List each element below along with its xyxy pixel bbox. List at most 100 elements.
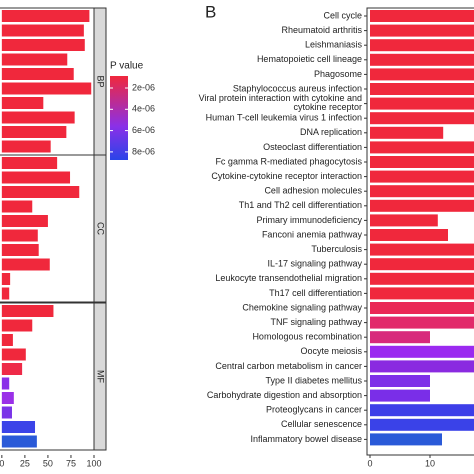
bar: [370, 433, 442, 446]
y-tick-label: Rheumatoid arthritis: [281, 25, 362, 35]
bar: [1, 157, 58, 169]
bar: [370, 10, 474, 22]
y-tick-label: Central carbon metabolism in cancer: [215, 361, 362, 371]
bar: [1, 348, 26, 361]
bar: [370, 97, 474, 110]
y-tick-label: Staphylococcus aureus infection: [233, 83, 362, 93]
bar: [1, 435, 37, 448]
y-tick-label: IL-17 signaling pathway: [267, 259, 362, 269]
bar: [370, 53, 474, 66]
bar: [370, 258, 474, 271]
x-tick-label: 0: [0, 458, 4, 468]
bar: [1, 377, 10, 390]
bar: [1, 171, 71, 184]
bar: [1, 229, 38, 242]
bar: [1, 200, 33, 213]
bar: [370, 418, 474, 431]
bar: [1, 319, 33, 332]
bar: [1, 97, 44, 109]
bar: [370, 112, 474, 125]
y-tick-label: Th17 cell differentiation: [269, 288, 362, 298]
y-tick-label: Hematopoietic cell lineage: [257, 54, 362, 64]
y-tick-label: Fanconi anemia pathway: [262, 229, 363, 239]
bar: [1, 392, 14, 404]
bar: [1, 406, 12, 419]
strip-label: BP: [96, 75, 106, 87]
bar: [1, 82, 92, 95]
bar: [1, 244, 39, 256]
bar: [370, 345, 474, 358]
bar: [370, 83, 474, 95]
legend-gradient: [110, 76, 128, 160]
x-tick-label: 25: [20, 458, 30, 468]
y-tick-label: Cellular senescence: [281, 419, 362, 429]
y-tick-label: Cell adhesion molecules: [264, 186, 362, 196]
bar: [1, 186, 80, 198]
bar: [370, 126, 444, 139]
bar: [370, 68, 474, 81]
bar: [1, 111, 75, 124]
legend-label: 6e-06: [132, 125, 155, 135]
bar: [370, 229, 448, 241]
bar: [370, 141, 474, 154]
bar: [1, 334, 13, 346]
x-tick-label: 50: [43, 458, 53, 468]
legend-title: P value: [110, 61, 144, 72]
y-tick-label: Type II diabetes mellitus: [265, 375, 362, 385]
bar: [370, 199, 474, 212]
bar: [1, 126, 67, 138]
bar: [370, 360, 474, 373]
y-tick-label: DNA replication: [300, 127, 362, 137]
panel-label: B: [205, 2, 216, 21]
bar: [1, 53, 68, 66]
bar: [370, 272, 474, 285]
x-tick-label: 100: [86, 458, 101, 468]
bar: [370, 39, 474, 52]
y-tick-label: Primary immunodeficiency: [256, 215, 362, 225]
strip-label: MF: [96, 370, 106, 383]
bar: [370, 185, 474, 198]
bar: [1, 363, 23, 375]
legend-label: 8e-06: [132, 146, 155, 156]
x-tick-label: 10: [425, 458, 435, 468]
y-tick-label: Homologous recombination: [252, 332, 362, 342]
y-tick-label: Chemokine signaling pathway: [242, 302, 362, 312]
strip: [93, 302, 107, 451]
bar: [1, 10, 90, 22]
bar: [370, 302, 474, 314]
y-tick-label: Osteoclast differentiation: [263, 142, 362, 152]
strip-label: CC: [96, 222, 106, 235]
bar: [1, 39, 85, 51]
legend-label: 4e-06: [132, 104, 155, 114]
bar: [370, 331, 430, 344]
bar: [1, 140, 51, 153]
bar: [1, 24, 84, 37]
bar: [1, 258, 50, 271]
y-tick-label: Leukocyte transendothelial migration: [215, 273, 362, 283]
bar: [370, 156, 474, 168]
bar: [370, 287, 474, 300]
y-tick-label: Human T-cell leukemia virus 1 infection: [206, 113, 362, 123]
bar: [370, 375, 430, 387]
bar: [370, 170, 474, 183]
y-tick-label: Tuberculosis: [311, 244, 362, 254]
bar: [1, 287, 10, 300]
y-tick-label: Oocyte meiosis: [300, 346, 362, 356]
y-tick-label: Phagosome: [314, 69, 362, 79]
bar: [370, 243, 474, 256]
y-tick-label: Leishmaniasis: [305, 40, 363, 50]
legend-label: 2e-06: [132, 82, 155, 92]
bar: [1, 68, 74, 80]
panel-border: [366, 7, 474, 456]
x-tick-label: 0: [367, 458, 372, 468]
bar: [370, 214, 438, 227]
y-tick-label: Th1 and Th2 cell differentiation: [239, 200, 362, 210]
y-tick-label: Cell cycle: [323, 10, 362, 20]
bar: [370, 404, 474, 417]
x-tick-label: 75: [66, 458, 76, 468]
bar: [1, 421, 36, 433]
y-tick-label: Proteoglycans in cancer: [266, 405, 362, 415]
bar: [370, 389, 430, 402]
bar: [370, 24, 474, 37]
